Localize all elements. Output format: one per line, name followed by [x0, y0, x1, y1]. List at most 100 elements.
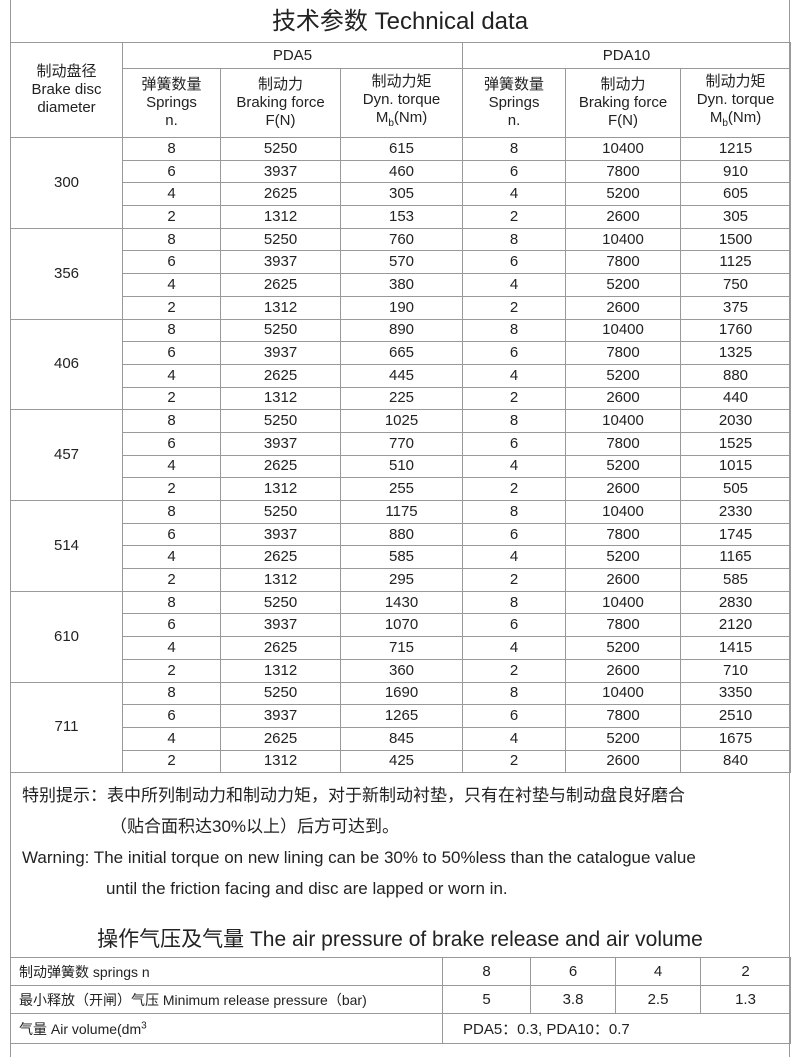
pda10-force: 10400 [565, 590, 682, 615]
table-row: 6 3937 880 6 7800 1745 [11, 522, 792, 547]
pda10-springs: 8 [462, 318, 567, 343]
pda10-springs: 6 [462, 341, 567, 365]
pda10-force: 10400 [565, 137, 682, 161]
table-row: 6 3937 770 6 7800 1525 [11, 431, 792, 456]
pda5-force: 1312 [220, 295, 341, 320]
pda10-force: 10400 [565, 318, 682, 343]
pressure-value: 1.3 [700, 985, 791, 1014]
disc-diameter: 356 [10, 227, 123, 320]
pda10-springs: 8 [462, 590, 567, 615]
pda10-springs: 8 [462, 500, 567, 524]
pda5-torque: 760 [339, 227, 464, 252]
springs-label: 制动弹簧数 springs n [10, 957, 443, 986]
pda10-force: 10400 [565, 681, 682, 706]
springs-value: 6 [530, 957, 616, 986]
pda5-force: 2625 [220, 363, 341, 388]
pda10-springs: 4 [462, 182, 567, 207]
pda5-springs: 4 [122, 726, 221, 751]
pda10-springs: 6 [462, 522, 567, 547]
torque-header: 制动力矩 Dyn. torque Mb(Nm) [339, 68, 464, 138]
pda5-springs: 6 [122, 613, 221, 638]
pda5-springs: 4 [122, 363, 221, 388]
springs-value: 4 [615, 957, 701, 986]
table-row: 4 2625 715 4 5200 1415 [11, 636, 792, 660]
torque-header: 制动力矩 Dyn. torque Mb(Nm) [680, 68, 792, 138]
disc-diameter: 406 [10, 318, 123, 411]
pda10-torque: 880 [680, 363, 792, 388]
pda10-springs: 4 [462, 363, 567, 388]
pda10-torque: 2330 [680, 500, 792, 524]
pda5-force: 1312 [220, 386, 341, 411]
pda10-torque: 840 [680, 749, 792, 774]
pressure-row: 最小释放（开闸）气压 Minimum release pressure（bar)… [10, 985, 791, 1014]
table-row: 6 3937 1070 6 7800 2120 [11, 613, 792, 638]
pda10-force: 10400 [565, 409, 682, 433]
volume-value: PDA5：0.3, PDA10：0.7 [442, 1013, 791, 1044]
pda5-force: 2625 [220, 726, 341, 751]
pda5-torque: 1175 [339, 500, 464, 524]
pda5-springs: 2 [122, 749, 221, 774]
page-title: 技术参数 Technical data [271, 8, 529, 35]
pda5-torque: 890 [339, 318, 464, 343]
pda5-springs: 8 [122, 137, 221, 161]
pda5-force: 5250 [220, 227, 341, 252]
table-row: 2 1312 360 2 2600 710 [11, 658, 792, 683]
pda5-force: 1312 [220, 568, 341, 592]
table-row: 711 8 5250 1690 8 10400 3350 [10, 681, 792, 774]
pda5-torque: 1070 [339, 613, 464, 638]
pda10-torque: 1760 [680, 318, 792, 343]
pda10-springs: 6 [462, 159, 567, 184]
pda10-torque: 1125 [680, 250, 792, 275]
table-row: 2 1312 190 2 2600 375 [11, 295, 792, 320]
pda10-springs: 4 [462, 545, 567, 570]
pda10-torque: 2830 [680, 590, 792, 615]
pda10-force: 2600 [565, 205, 682, 229]
pda10-force: 2600 [565, 477, 682, 501]
table-row: 6 3937 1265 6 7800 2510 [11, 704, 792, 728]
pda10-torque: 585 [680, 568, 792, 592]
pda5-torque: 153 [339, 205, 464, 229]
technical-data-table: 制动盘径 Brake disc diameter PDA5 PDA10 弹簧数量 Sp… [10, 42, 792, 774]
pda5-torque: 715 [339, 636, 464, 660]
table-row: 2 1312 295 2 2600 585 [11, 568, 792, 592]
note-cn-2: （贴合面积达30%以上）后方可达到。 [110, 817, 400, 836]
pda10-springs: 4 [462, 636, 567, 660]
springs-value: 8 [442, 957, 531, 986]
pda10-springs: 4 [462, 273, 567, 297]
pda5-force: 2625 [220, 454, 341, 479]
disc-diameter: 514 [10, 500, 123, 592]
pda5-torque: 510 [339, 454, 464, 479]
pda5-springs: 2 [122, 205, 221, 229]
pda5-force: 1312 [220, 477, 341, 501]
volume-row: 气量 Air volume(dm3 PDA5：0.3, PDA10：0.7 [10, 1013, 791, 1044]
pda5-springs: 6 [122, 704, 221, 728]
pda5-torque: 425 [339, 749, 464, 774]
pda10-springs: 2 [462, 386, 567, 411]
table-row: 6 3937 570 6 7800 1125 [11, 250, 792, 275]
table-row: 4 2625 305 4 5200 605 [11, 182, 792, 207]
volume-label: 气量 Air volume(dm3 [10, 1013, 443, 1044]
pda10-torque: 375 [680, 295, 792, 320]
table-row: 4 2625 510 4 5200 1015 [11, 454, 792, 479]
pda5-springs: 2 [122, 295, 221, 320]
pda10-torque: 2510 [680, 704, 792, 728]
model-header-pda5: PDA5 [121, 42, 464, 69]
force-header: 制动力 Braking force F(N) [220, 68, 341, 138]
pda5-torque: 380 [339, 273, 464, 297]
table-row: 457 8 5250 1025 8 10400 2030 [10, 409, 792, 501]
pda10-springs: 8 [462, 137, 567, 161]
pda10-force: 2600 [565, 386, 682, 411]
pda5-torque: 1430 [339, 590, 464, 615]
pda10-springs: 8 [462, 227, 567, 252]
pda5-force: 5250 [220, 681, 341, 706]
pda5-torque: 770 [339, 431, 464, 456]
pda5-force: 1312 [220, 658, 341, 683]
pda10-torque: 1215 [680, 137, 792, 161]
pda5-force: 5250 [220, 137, 341, 161]
table-row: 2 1312 225 2 2600 440 [11, 386, 792, 411]
pda5-force: 3937 [220, 704, 341, 728]
table-row: 2 1312 425 2 2600 840 [11, 749, 792, 774]
pda5-torque: 1690 [339, 681, 464, 706]
pda10-force: 5200 [565, 363, 682, 388]
